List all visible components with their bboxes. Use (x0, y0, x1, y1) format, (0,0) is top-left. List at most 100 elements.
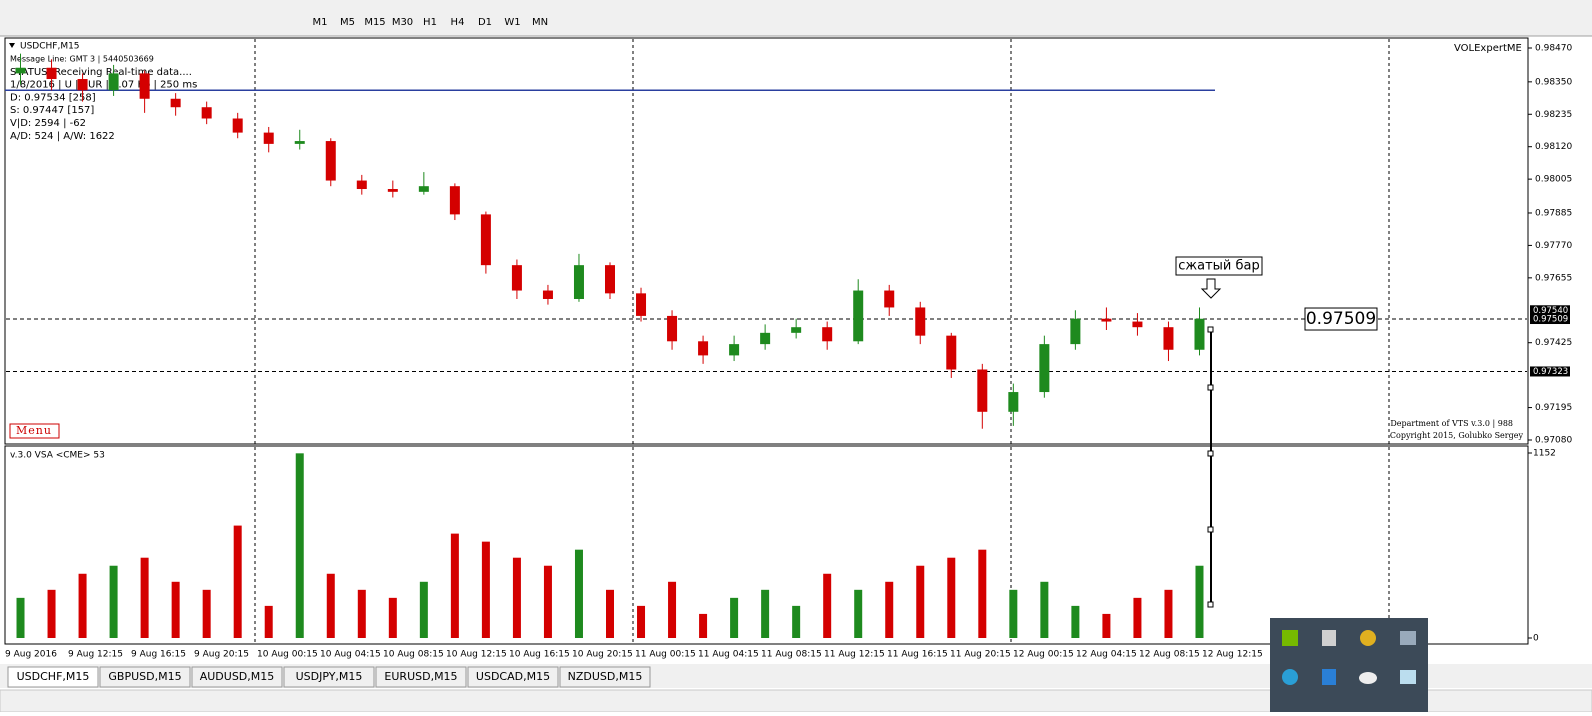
candle-body (232, 118, 243, 133)
candle-body (263, 132, 274, 144)
x-tick-label: 10 Aug 08:15 (383, 650, 444, 660)
volume-bar (326, 573, 335, 638)
candle-body (1070, 318, 1081, 345)
volume-bar (78, 573, 87, 638)
x-tick-label: 10 Aug 20:15 (572, 650, 633, 660)
price-label: 0.97323 (1533, 367, 1568, 377)
candle-body (605, 265, 615, 294)
timeframe-button[interactable]: H4 (451, 17, 465, 28)
candle-body (387, 189, 398, 192)
tab-label[interactable]: EURUSD,M15 (384, 670, 457, 683)
tab-label[interactable]: NZDUSD,M15 (568, 670, 643, 683)
y-tick-label: 0.97885 (1535, 208, 1572, 218)
volume-bar (761, 589, 770, 638)
y-tick-label: 0.98120 (1535, 142, 1572, 152)
timeframe-button[interactable]: MN (532, 17, 548, 28)
volume-bar (730, 597, 739, 638)
candle-body (201, 107, 212, 119)
timeframe-button[interactable]: M5 (340, 17, 355, 28)
candle-body (636, 293, 647, 316)
tab[interactable] (191, 666, 283, 688)
x-tick-label: 9 Aug 2016 (5, 650, 57, 660)
volume-bar (947, 557, 956, 638)
x-tick-label: 10 Aug 12:15 (446, 650, 507, 660)
x-tick-label: 11 Aug 08:15 (761, 650, 822, 660)
volume-bar (16, 597, 25, 638)
tab[interactable] (559, 666, 651, 688)
tray-icon[interactable] (1360, 630, 1376, 646)
timeframe-button[interactable]: H1 (423, 17, 437, 28)
menu-label[interactable]: Menu (16, 424, 52, 437)
footer-line: Copyright 2015, Golubko Sergey (1390, 431, 1524, 440)
timeframe-button[interactable]: W1 (504, 17, 520, 28)
y-tick-label: 1152 (1533, 449, 1556, 459)
volume-bar (574, 549, 583, 638)
tab[interactable] (467, 666, 559, 688)
tray-icons (1282, 630, 1416, 685)
measure-handle[interactable] (1207, 526, 1214, 533)
volume-bar (916, 565, 925, 638)
volume-bar (699, 613, 708, 638)
menu-button[interactable] (9, 423, 60, 439)
tray-icon[interactable] (1400, 670, 1416, 684)
tray-icon[interactable] (1322, 630, 1336, 646)
x-tick-label: 12 Aug 04:15 (1076, 650, 1137, 660)
volume-bar (1164, 589, 1173, 638)
volume-bar (512, 557, 521, 638)
tab[interactable] (375, 666, 467, 688)
measure-handle[interactable] (1207, 326, 1214, 333)
volume-bar (978, 549, 987, 638)
timeframe-button[interactable]: M30 (392, 17, 413, 28)
candle-body (418, 186, 429, 192)
volume-bar (823, 573, 832, 638)
timeframe-button[interactable]: M1 (313, 17, 328, 28)
toolbar (0, 0, 1592, 36)
candle-body (77, 79, 88, 91)
tray-icon[interactable] (1400, 631, 1416, 645)
candle-body (1039, 344, 1050, 393)
volume-bar (202, 589, 211, 638)
candle-body (170, 98, 181, 108)
measure-handle[interactable] (1207, 601, 1214, 608)
candle-body (15, 67, 26, 74)
candle-body (1194, 318, 1205, 350)
y-tick-label: 0.97770 (1535, 241, 1572, 251)
tab-label[interactable]: USDCAD,M15 (476, 670, 550, 683)
volume-bar (1195, 565, 1204, 638)
tab-label[interactable]: USDJPY,M15 (296, 670, 363, 683)
current-price: 0.97509 (1306, 309, 1376, 329)
tray-icon[interactable] (1282, 669, 1298, 685)
candle-body (977, 369, 988, 412)
volume-title: v.3.0 VSA <CME> 53 (10, 451, 105, 461)
info-line: Message Line: GMT 3 | 5440503669 (10, 55, 154, 64)
x-tick-label: 10 Aug 16:15 (509, 650, 570, 660)
tray-icon[interactable] (1282, 630, 1298, 646)
info-line: D: 0.97534 [258] (10, 92, 96, 103)
tab-label[interactable]: USDCHF,M15 (17, 670, 90, 683)
candle-body (853, 290, 864, 342)
tray-icon[interactable] (1322, 669, 1336, 685)
tab-label[interactable]: GBPUSD,M15 (108, 670, 181, 683)
candle-body (511, 265, 522, 291)
candle-body (791, 327, 802, 333)
volume-bar (1040, 581, 1049, 638)
tab-label[interactable]: AUDUSD,M15 (200, 670, 275, 683)
timeframe-button[interactable]: D1 (478, 17, 492, 28)
candle-body (760, 332, 771, 345)
y-tick-label: 0.98350 (1535, 77, 1572, 87)
tray-icon[interactable] (1359, 672, 1377, 684)
x-tick-label: 11 Aug 16:15 (887, 650, 948, 660)
tab[interactable] (99, 666, 191, 688)
timeframe-button[interactable]: M15 (364, 17, 385, 28)
measure-handle[interactable] (1207, 384, 1214, 391)
tab[interactable] (283, 666, 375, 688)
y-tick-label: 0.98005 (1535, 175, 1572, 185)
volume-bar (140, 557, 149, 638)
volume-panel (4, 445, 1529, 645)
measure-handle[interactable] (1207, 450, 1214, 457)
volume-bar (543, 565, 552, 638)
collapse-arrow[interactable] (9, 43, 15, 48)
candle-body (356, 180, 367, 190)
tab[interactable] (7, 666, 99, 688)
volume-bar (295, 453, 304, 638)
